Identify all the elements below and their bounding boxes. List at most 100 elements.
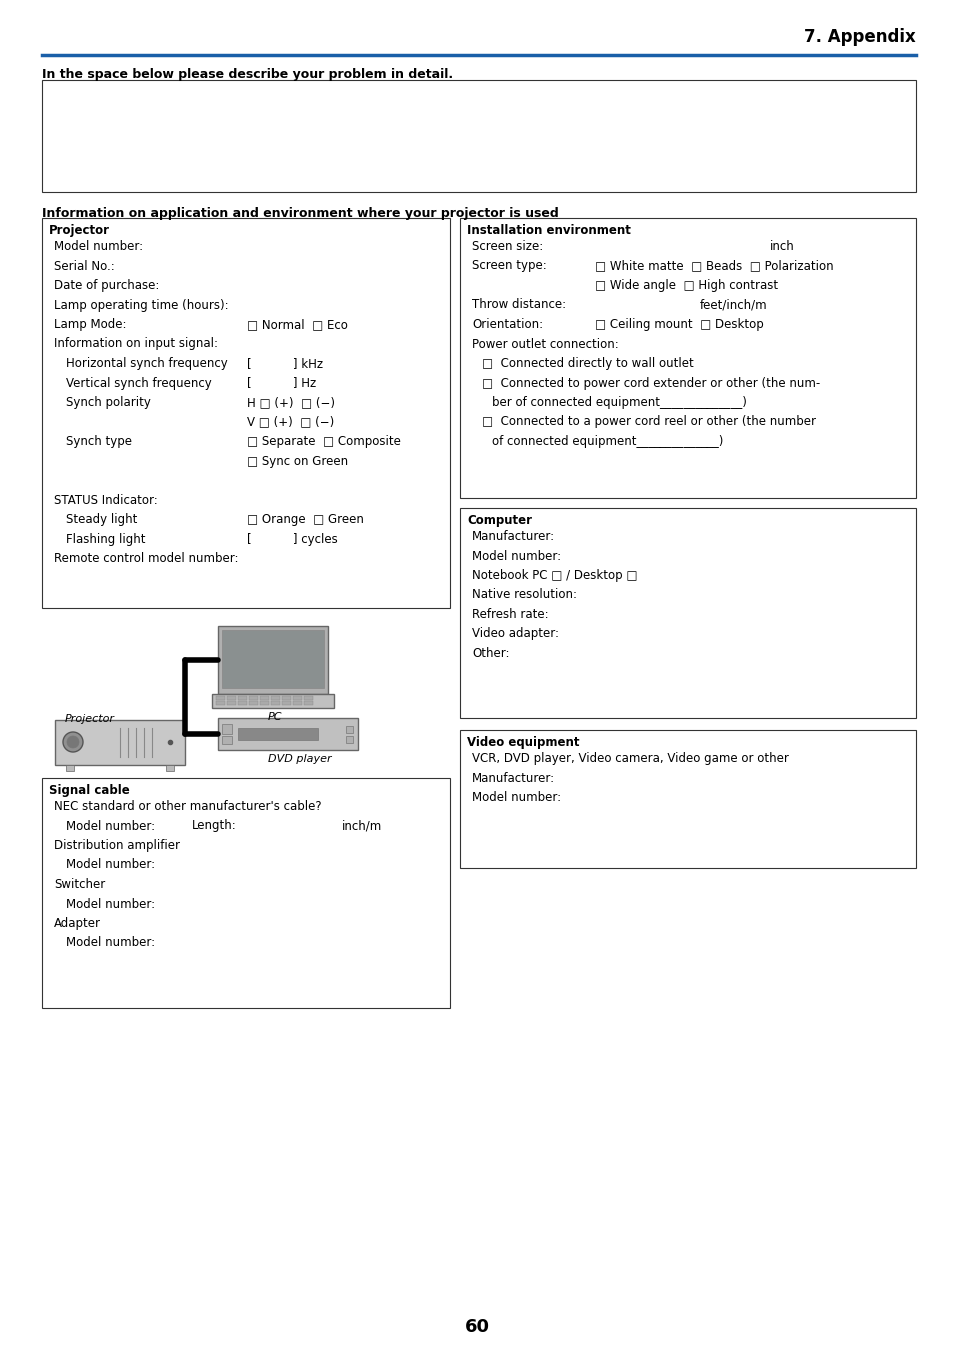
Text: □  Connected to a power cord reel or other (the number: □ Connected to a power cord reel or othe…	[481, 415, 815, 429]
Text: Model number:: Model number:	[66, 859, 155, 872]
Text: of connected equipment______________): of connected equipment______________)	[492, 435, 722, 448]
Bar	[260, 696, 269, 700]
Text: Refresh rate:: Refresh rate:	[472, 608, 548, 621]
Text: Installation environment: Installation environment	[467, 224, 630, 237]
Text: Serial No.:: Serial No.:	[54, 260, 114, 272]
Bar	[459, 508, 915, 718]
Text: 7. Appendix: 7. Appendix	[803, 28, 915, 46]
Bar	[42, 218, 450, 608]
Bar	[346, 736, 353, 743]
Text: Distribution amplifier: Distribution amplifier	[54, 838, 180, 852]
Bar	[346, 727, 353, 733]
Text: Length:: Length:	[192, 820, 236, 833]
Bar	[222, 724, 232, 735]
Text: Information on application and environment where your projector is used: Information on application and environme…	[42, 208, 558, 220]
Bar	[459, 731, 915, 868]
Bar	[282, 696, 291, 700]
Circle shape	[63, 732, 83, 752]
Bar	[212, 694, 334, 708]
Text: Video equipment: Video equipment	[467, 736, 578, 749]
Text: VCR, DVD player, Video camera, Video game or other: VCR, DVD player, Video camera, Video gam…	[472, 752, 788, 766]
Text: Manufacturer:: Manufacturer:	[472, 771, 555, 785]
Text: Information on input signal:: Information on input signal:	[54, 337, 218, 350]
Text: [           ] kHz: [ ] kHz	[247, 357, 323, 369]
Text: feet/inch/m: feet/inch/m	[700, 298, 767, 311]
Text: Lamp Mode:: Lamp Mode:	[54, 318, 127, 332]
Text: STATUS Indicator:: STATUS Indicator:	[54, 493, 157, 507]
Text: □  Connected directly to wall outlet: □ Connected directly to wall outlet	[481, 357, 693, 369]
Text: Throw distance:: Throw distance:	[472, 298, 565, 311]
Bar	[218, 718, 357, 749]
Text: Lamp operating time (hours):: Lamp operating time (hours):	[54, 298, 229, 311]
Bar	[218, 625, 328, 694]
Bar	[293, 701, 302, 705]
Text: Signal cable: Signal cable	[49, 785, 130, 797]
Text: Adapter: Adapter	[54, 917, 101, 930]
Text: 60: 60	[464, 1318, 489, 1336]
Text: [           ] cycles: [ ] cycles	[247, 532, 337, 546]
Text: □ Orange  □ Green: □ Orange □ Green	[247, 514, 363, 526]
Text: Model number:: Model number:	[66, 898, 155, 910]
Text: Screen size:: Screen size:	[472, 240, 542, 253]
Bar	[227, 701, 235, 705]
Bar	[237, 701, 247, 705]
Text: □ Sync on Green: □ Sync on Green	[247, 454, 348, 468]
Text: Native resolution:: Native resolution:	[472, 589, 577, 601]
Text: Switcher: Switcher	[54, 878, 105, 891]
Text: Screen type:: Screen type:	[472, 260, 546, 272]
Text: □  Connected to power cord extender or other (the num-: □ Connected to power cord extender or ot…	[481, 376, 820, 390]
Text: Power outlet connection:: Power outlet connection:	[472, 337, 618, 350]
Text: □ Normal  □ Eco: □ Normal □ Eco	[247, 318, 348, 332]
Bar	[260, 701, 269, 705]
Bar	[227, 696, 235, 700]
Bar	[271, 701, 280, 705]
Text: inch: inch	[769, 240, 794, 253]
Text: Horizontal synch frequency: Horizontal synch frequency	[66, 357, 228, 369]
Text: □ Ceiling mount  □ Desktop: □ Ceiling mount □ Desktop	[595, 318, 763, 332]
Text: Steady light: Steady light	[66, 514, 137, 526]
Text: □ White matte  □ Beads  □ Polarization: □ White matte □ Beads □ Polarization	[595, 260, 833, 272]
Bar	[215, 696, 225, 700]
Bar	[304, 696, 313, 700]
Text: H □ (+)  □ (−): H □ (+) □ (−)	[247, 396, 335, 408]
Bar	[42, 778, 450, 1008]
Text: Other:: Other:	[472, 647, 509, 661]
Text: V □ (+)  □ (−): V □ (+) □ (−)	[247, 415, 334, 429]
Text: Computer: Computer	[467, 514, 532, 527]
Text: Synch type: Synch type	[66, 435, 132, 448]
Bar	[215, 701, 225, 705]
Text: NEC standard or other manufacturer's cable?: NEC standard or other manufacturer's cab…	[54, 799, 321, 813]
Text: Model number:: Model number:	[66, 820, 155, 833]
Bar	[66, 766, 74, 771]
Text: Video adapter:: Video adapter:	[472, 628, 558, 640]
Text: PC: PC	[268, 712, 282, 723]
Text: Orientation:: Orientation:	[472, 318, 542, 332]
Bar	[293, 696, 302, 700]
Bar	[459, 218, 915, 497]
Text: Model number:: Model number:	[472, 550, 560, 562]
Text: Date of purchase:: Date of purchase:	[54, 279, 159, 293]
Bar	[249, 701, 257, 705]
Bar	[282, 701, 291, 705]
Text: In the space below please describe your problem in detail.: In the space below please describe your …	[42, 67, 453, 81]
Bar	[55, 720, 185, 766]
Text: Model number:: Model number:	[54, 240, 143, 253]
Bar	[304, 701, 313, 705]
Bar	[222, 630, 324, 687]
Bar	[42, 80, 915, 191]
Text: DVD player: DVD player	[268, 754, 332, 764]
Bar	[237, 696, 247, 700]
Text: Manufacturer:: Manufacturer:	[472, 530, 555, 543]
Text: □ Separate  □ Composite: □ Separate □ Composite	[247, 435, 400, 448]
Text: Model number:: Model number:	[66, 937, 155, 949]
Text: ber of connected equipment______________): ber of connected equipment______________…	[492, 396, 746, 408]
Text: Projector: Projector	[49, 224, 110, 237]
Text: Projector: Projector	[65, 714, 115, 724]
Text: □ Wide angle  □ High contrast: □ Wide angle □ High contrast	[595, 279, 778, 293]
Text: Vertical synch frequency: Vertical synch frequency	[66, 376, 212, 390]
Text: Model number:: Model number:	[472, 791, 560, 803]
Bar	[249, 696, 257, 700]
Text: Remote control model number:: Remote control model number:	[54, 551, 238, 565]
Text: Flashing light: Flashing light	[66, 532, 146, 546]
Bar	[222, 736, 232, 744]
